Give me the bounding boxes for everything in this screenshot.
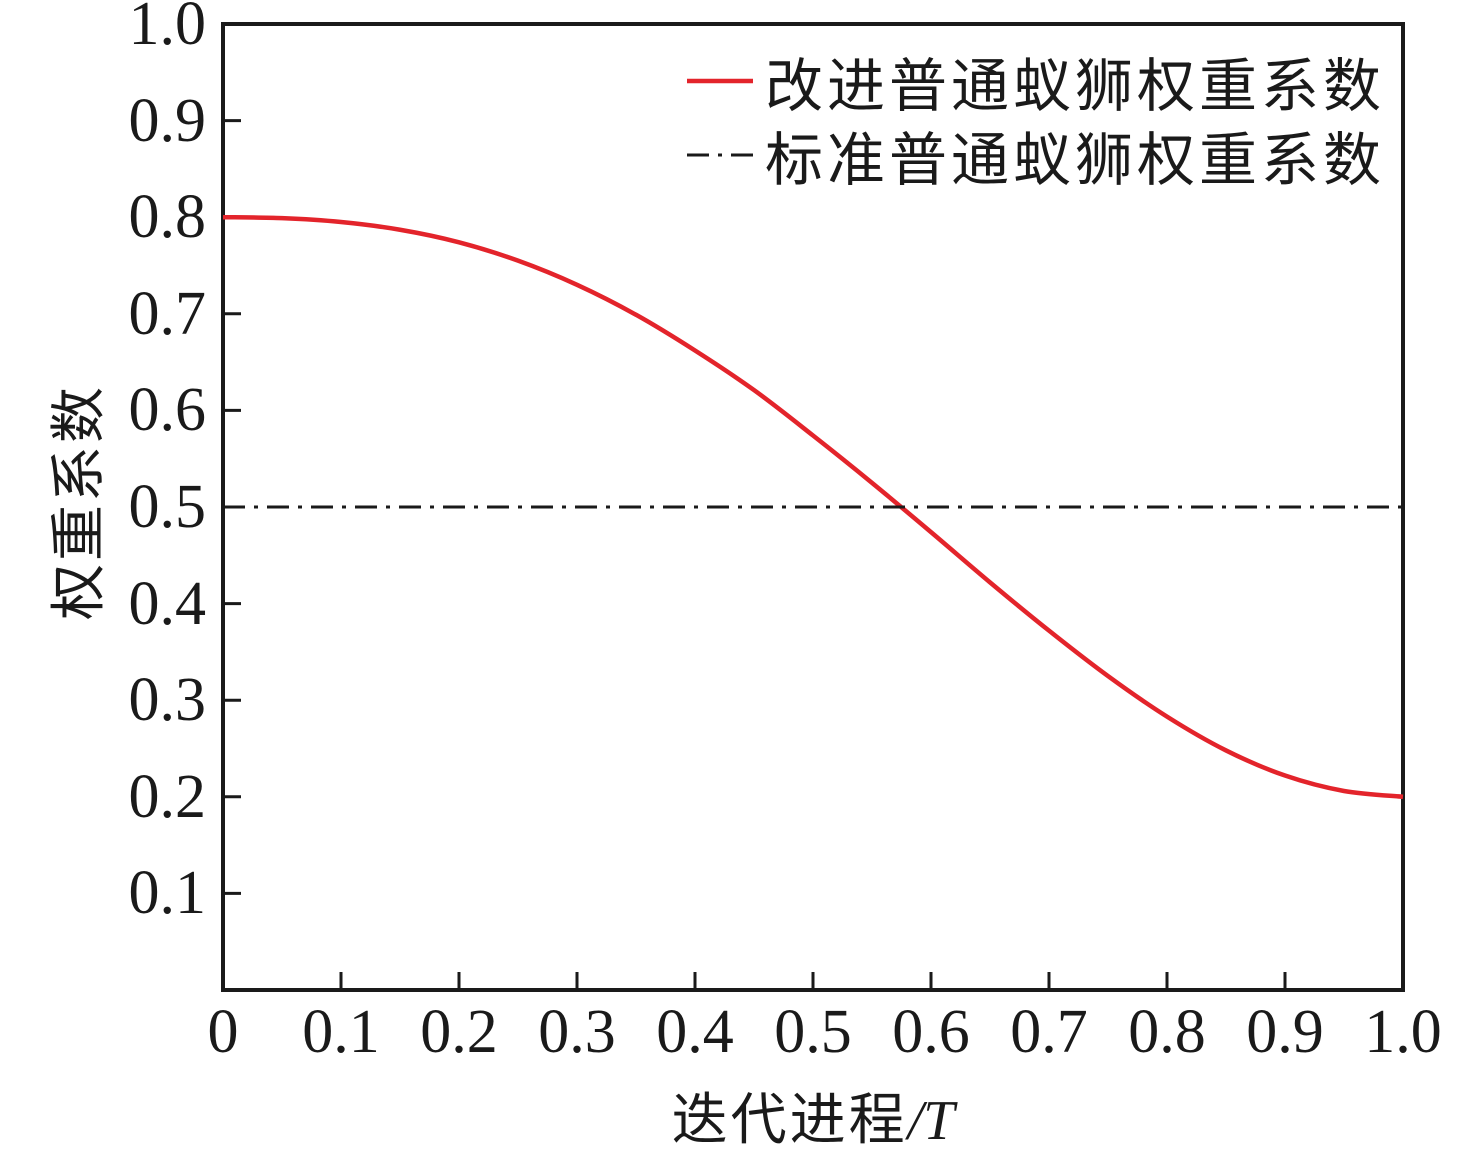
y-tick-label: 0.9 bbox=[128, 86, 207, 155]
x-tick-label: 0.7 bbox=[1010, 998, 1088, 1066]
x-tick-label: 0.2 bbox=[420, 998, 498, 1066]
x-tick-label: 0.6 bbox=[892, 998, 970, 1066]
dash-dot-black-line-sample-icon bbox=[687, 153, 753, 157]
y-tick-label: 0.6 bbox=[128, 376, 207, 445]
solid-red-line-sample-icon bbox=[687, 78, 753, 84]
y-tick-label: 0.3 bbox=[128, 666, 207, 735]
x-tick-label: 0.8 bbox=[1128, 998, 1206, 1066]
x-tick-label: 0.1 bbox=[302, 998, 380, 1066]
y-tick-label: 0.7 bbox=[128, 279, 207, 348]
legend-label-improved: 改进普通蚁狮权重系数 bbox=[765, 54, 1386, 119]
legend-row-standard: 标准普通蚁狮权重系数 bbox=[687, 118, 1385, 193]
x-axis-label-text: 迭代进程 bbox=[671, 1090, 908, 1152]
y-tick-label: 0.4 bbox=[128, 569, 207, 638]
y-tick-label: 1.0 bbox=[128, 0, 207, 58]
x-tick-label: 0.5 bbox=[774, 998, 852, 1066]
y-tick-label: 0.8 bbox=[128, 183, 207, 252]
y-tick-label: 0.1 bbox=[128, 859, 207, 928]
x-axis-label: 迭代进程/T bbox=[223, 1088, 1403, 1154]
legend-row-improved: 改进普通蚁狮权重系数 bbox=[687, 44, 1385, 119]
x-tick-label: 0.3 bbox=[538, 998, 616, 1066]
x-tick-label: 0 bbox=[207, 998, 239, 1066]
series-line-0 bbox=[222, 214, 1404, 800]
x-tick-label: 0.4 bbox=[656, 998, 734, 1066]
y-axis-label: 权重系数 bbox=[49, 384, 111, 620]
x-tick-label: 1.0 bbox=[1364, 998, 1442, 1066]
legend-label-standard: 标准普通蚁狮权重系数 bbox=[765, 128, 1386, 193]
legend: 改进普通蚁狮权重系数 标准普通蚁狮权重系数 bbox=[687, 44, 1385, 193]
x-axis-label-variable: /T bbox=[907, 1090, 955, 1152]
x-tick-label: 0.9 bbox=[1246, 998, 1324, 1066]
y-tick-label: 0.5 bbox=[128, 473, 207, 541]
y-tick-label: 0.2 bbox=[128, 762, 207, 831]
